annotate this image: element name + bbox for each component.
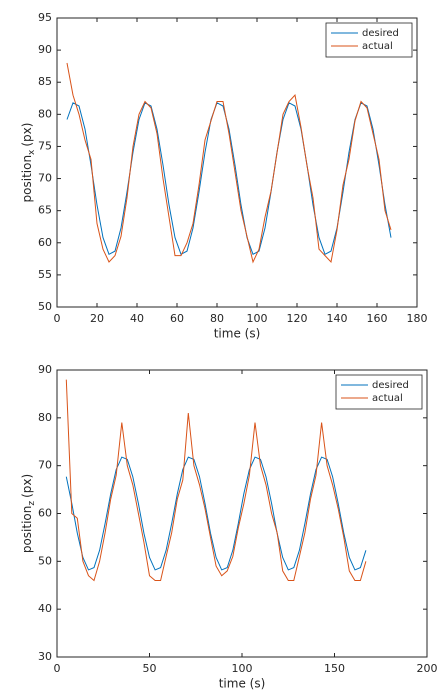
y-tick-label: 95 bbox=[38, 11, 52, 24]
x-tick-label: 20 bbox=[90, 312, 104, 325]
y-axis-label-unit: (px) bbox=[20, 474, 34, 498]
legend-label: actual bbox=[362, 41, 393, 52]
y-tick-label: 40 bbox=[38, 602, 52, 615]
x-tick-label: 120 bbox=[287, 312, 308, 325]
series-line bbox=[66, 102, 392, 256]
y-tick-label: 80 bbox=[38, 107, 52, 120]
y-tick-label: 90 bbox=[38, 363, 52, 376]
y-tick-label: 70 bbox=[38, 459, 52, 472]
y-tick-label: 50 bbox=[38, 554, 52, 567]
x-tick-label: 0 bbox=[54, 312, 61, 325]
x-tick-label: 0 bbox=[54, 662, 61, 675]
y-axis-label: positionz (px) bbox=[20, 474, 37, 553]
x-tick-label: 140 bbox=[327, 312, 348, 325]
x-tick-label: 200 bbox=[417, 662, 438, 675]
y-tick-label: 65 bbox=[38, 204, 52, 217]
y-axis-label: positionx (px) bbox=[20, 123, 37, 203]
series-line bbox=[66, 62, 392, 264]
x-tick-label: 100 bbox=[247, 312, 268, 325]
y-axis-label-main: position bbox=[20, 155, 34, 203]
x-tick-label: 80 bbox=[210, 312, 224, 325]
x-tick-label: 60 bbox=[170, 312, 184, 325]
y-axis-label-unit: (px) bbox=[20, 123, 34, 147]
y-axis-label-sub: x bbox=[27, 149, 37, 155]
y-tick-label: 50 bbox=[38, 300, 52, 313]
y-tick-label: 55 bbox=[38, 268, 52, 281]
x-tick-label: 100 bbox=[232, 662, 253, 675]
y-tick-label: 90 bbox=[38, 43, 52, 56]
x-tick-label: 160 bbox=[367, 312, 388, 325]
y-axis-label-sub: z bbox=[27, 501, 37, 506]
x-axis-label: time (s) bbox=[219, 677, 266, 691]
x-tick-label: 150 bbox=[324, 662, 345, 675]
y-tick-label: 70 bbox=[38, 172, 52, 185]
x-tick-label: 50 bbox=[143, 662, 157, 675]
legend-label: desired bbox=[362, 28, 399, 39]
series-line bbox=[65, 456, 367, 571]
legend-label: desired bbox=[372, 380, 409, 391]
legend-box bbox=[335, 374, 423, 410]
y-tick-label: 85 bbox=[38, 75, 52, 88]
y-tick-label: 60 bbox=[38, 236, 52, 249]
y-tick-label: 80 bbox=[38, 411, 52, 424]
y-axis-label-main: position bbox=[20, 506, 34, 554]
y-tick-label: 75 bbox=[38, 139, 52, 152]
x-axis-label: time (s) bbox=[214, 327, 261, 341]
legend-box bbox=[325, 22, 413, 58]
axes-box bbox=[56, 17, 418, 308]
y-tick-label: 60 bbox=[38, 507, 52, 520]
series-line bbox=[65, 379, 367, 582]
x-tick-label: 40 bbox=[130, 312, 144, 325]
x-tick-label: 180 bbox=[407, 312, 428, 325]
y-tick-label: 30 bbox=[38, 650, 52, 663]
legend-label: actual bbox=[372, 393, 403, 404]
